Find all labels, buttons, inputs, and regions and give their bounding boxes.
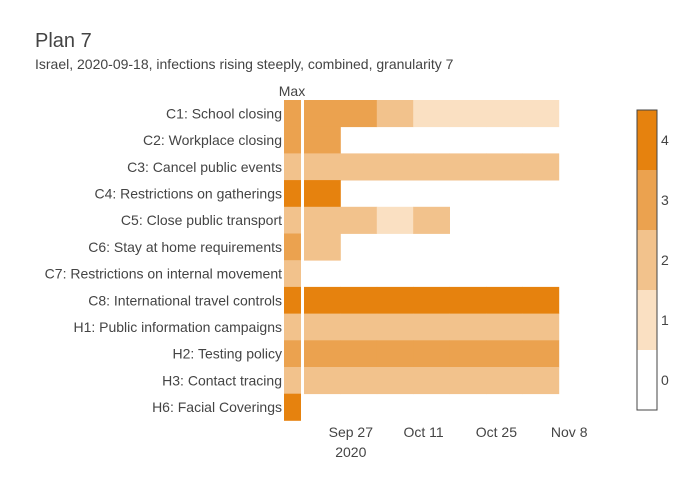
- max-column: [284, 100, 301, 421]
- max-cell: [284, 260, 301, 288]
- heatmap-cell: [304, 153, 341, 181]
- heatmap-cell: [449, 286, 487, 314]
- heatmap-cell: [304, 206, 341, 234]
- x-tick-label: Oct 25: [476, 424, 517, 440]
- row-label: C3: Cancel public events: [127, 159, 282, 175]
- heatmap-cell: [376, 100, 414, 128]
- heatmap-cell: [340, 286, 378, 314]
- heatmap-cell: [413, 286, 450, 314]
- row-label: C8: International travel controls: [88, 292, 282, 308]
- heatmap-cell: [304, 286, 341, 314]
- heatmap-cell: [413, 100, 450, 128]
- colorbar-outline: [636, 109, 658, 411]
- max-cell: [284, 233, 301, 261]
- heatmap-cell: [376, 340, 414, 368]
- heatmap-cell: [304, 100, 341, 128]
- colorbar-segment: [637, 290, 657, 351]
- heatmap-cell: [522, 340, 560, 368]
- max-cell: [284, 100, 301, 128]
- heatmap-cell: [304, 340, 341, 368]
- heatmap-cell: [522, 153, 560, 181]
- colorbar-tick-label: 4: [661, 132, 669, 148]
- heatmap-cell: [304, 313, 341, 341]
- heatmap-cell: [340, 340, 378, 368]
- colorbar-tick-label: 1: [661, 312, 669, 328]
- row-labels: C1: School closing C2: Workplace closing C…: [45, 105, 282, 415]
- colorbar-segment: [637, 110, 657, 171]
- row-label: H2: Testing policy: [173, 346, 282, 362]
- x-year-label: 2020: [335, 444, 366, 460]
- heatmap-cell: [486, 153, 523, 181]
- heatmap-cell: [522, 100, 560, 128]
- heatmap-cell: [304, 233, 341, 261]
- row-label: C5: Close public transport: [121, 212, 282, 228]
- heatmap-cell: [413, 153, 450, 181]
- heatmap-cell: [449, 313, 487, 341]
- row-label: C2: Workplace closing: [143, 132, 282, 148]
- x-tick-label: Oct 11: [403, 424, 443, 440]
- heatmap-cell: [486, 367, 523, 395]
- max-cell: [284, 180, 301, 208]
- heatmap-cell: [522, 286, 560, 314]
- max-cell: [284, 206, 301, 234]
- x-axis: Sep 27 Oct 11 Oct 25 Nov 8 2020: [329, 424, 588, 460]
- colorbar-segment: [637, 170, 657, 231]
- row-label: C7: Restrictions on internal movement: [45, 266, 282, 282]
- row-label: H6: Facial Coverings: [152, 399, 282, 415]
- row-label: H3: Contact tracing: [162, 372, 282, 388]
- colorbar-segment: [637, 350, 657, 411]
- row-label: H1: Public information campaigns: [73, 319, 282, 335]
- heatmap-cells: [304, 100, 560, 395]
- colorbar-tick-label: 2: [661, 252, 669, 268]
- heatmap-cell: [449, 340, 487, 368]
- heatmap-cell: [304, 180, 341, 208]
- max-cell: [284, 286, 301, 314]
- heatmap-cell: [449, 153, 487, 181]
- row-label: C4: Restrictions on gatherings: [94, 185, 282, 201]
- max-cell: [284, 340, 301, 368]
- heatmap-cell: [486, 313, 523, 341]
- heatmap-cell: [376, 286, 414, 314]
- row-label: C1: School closing: [166, 105, 282, 121]
- x-tick-label: Nov 8: [551, 424, 588, 440]
- heatmap-cell: [376, 367, 414, 395]
- heatmap-cell: [413, 206, 450, 234]
- heatmap-cell: [376, 206, 414, 234]
- heatmap-cell: [376, 313, 414, 341]
- heatmap-cell: [522, 313, 560, 341]
- max-cell: [284, 367, 301, 395]
- max-cell: [284, 126, 301, 154]
- heatmap-cell: [340, 313, 378, 341]
- max-column-label: Max: [279, 83, 305, 99]
- max-cell: [284, 393, 301, 421]
- heatmap-cell: [413, 340, 450, 368]
- heatmap-cell: [340, 153, 378, 181]
- chart-subtitle: Israel, 2020-09-18, infections rising st…: [35, 56, 454, 72]
- max-cell: [284, 153, 301, 181]
- heatmap-cell: [413, 313, 450, 341]
- heatmap-cell: [486, 286, 523, 314]
- x-tick-label: Sep 27: [329, 424, 374, 440]
- heatmap-cell: [376, 153, 414, 181]
- row-label: C6: Stay at home requirements: [88, 239, 282, 255]
- colorbar-tick-label: 3: [661, 192, 669, 208]
- colorbar: 4 3 2 1 0: [636, 109, 669, 411]
- heatmap-cell: [522, 367, 560, 395]
- heatmap-cell: [449, 367, 487, 395]
- chart-title: Plan 7: [35, 30, 92, 52]
- heatmap-cell: [449, 100, 487, 128]
- heatmap-cell: [304, 126, 341, 154]
- colorbar-segment: [637, 230, 657, 291]
- heatmap-cell: [340, 100, 378, 128]
- heatmap-cell: [413, 367, 450, 395]
- heatmap-cell: [340, 206, 378, 234]
- heatmap-cell: [340, 367, 378, 395]
- heatmap-cell: [486, 100, 523, 128]
- max-cell: [284, 313, 301, 341]
- heatmap-cell: [304, 367, 341, 395]
- colorbar-tick-label: 0: [661, 372, 669, 388]
- heatmap-cell: [486, 340, 523, 368]
